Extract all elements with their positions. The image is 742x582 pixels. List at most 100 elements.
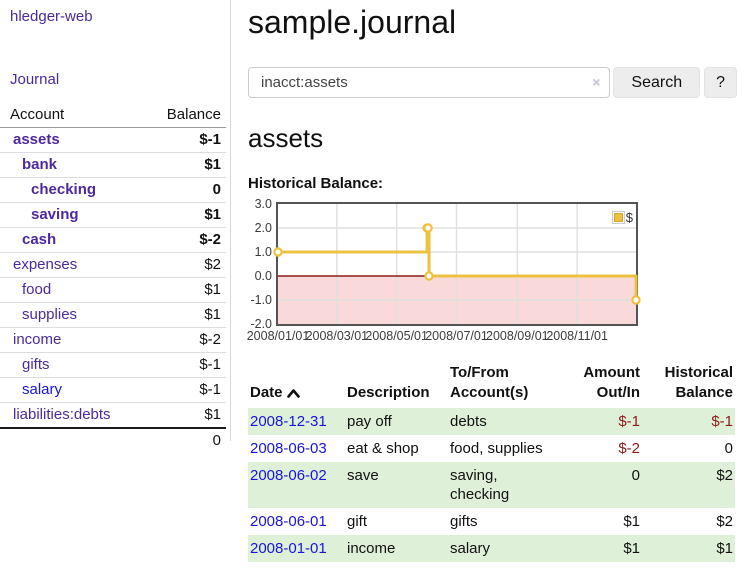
chart-canvas [273, 204, 641, 324]
chart-title: Historical Balance: [248, 175, 384, 192]
register-col-date-label: Date [250, 384, 283, 401]
account-row: cash $-2 [0, 227, 226, 253]
transaction-description: save [347, 467, 379, 484]
account-link-income[interactable]: income [13, 331, 62, 348]
transaction-date-link[interactable]: 2008-06-02 [250, 467, 327, 484]
transaction-amount: $-1 [618, 413, 640, 430]
brand-link[interactable]: hledger-web [10, 8, 93, 25]
transaction-balance: $2 [716, 467, 733, 484]
search-button[interactable]: Search [613, 67, 701, 98]
transaction-row: 2008-06-03 eat & shop food, supplies $-2 0 [248, 435, 735, 462]
help-button[interactable]: ? [704, 67, 737, 98]
y-tick-label: 0.0 [254, 269, 272, 283]
accounts-col-balance: Balance [138, 102, 226, 128]
account-link-supplies[interactable]: supplies [22, 306, 78, 323]
transaction-date-link[interactable]: 2008-06-03 [250, 440, 327, 457]
transaction-row: 2008-06-01 gift gifts $1 $2 [248, 508, 735, 535]
account-link-checking[interactable]: checking [31, 181, 97, 198]
account-balance: $-2 [199, 331, 221, 348]
account-balance: $-2 [199, 231, 221, 248]
account-link-saving[interactable]: saving [31, 206, 79, 223]
account-balance: $-1 [199, 356, 221, 373]
account-balance: $1 [204, 306, 221, 323]
account-row: gifts $-1 [0, 352, 226, 378]
x-tick-label: 2008/01/01 [246, 329, 310, 343]
account-link-gifts[interactable]: gifts [22, 356, 50, 373]
transaction-balance: $2 [716, 513, 733, 530]
account-row: assets $-1 [0, 128, 226, 153]
data-point-marker [631, 295, 641, 305]
account-link-expenses[interactable]: expenses [13, 256, 78, 273]
register-col-accounts: To/From Account(s) [450, 364, 529, 401]
register-col-amount: Amount Out/In [583, 364, 640, 401]
search-form: × Search ? [248, 67, 737, 98]
account-link-liabilities-debts[interactable]: liabilities:debts [13, 406, 111, 423]
account-row: salary $-1 [0, 377, 226, 403]
account-row: liabilities:debts $1 [0, 402, 226, 429]
transaction-description: eat & shop [347, 440, 419, 457]
transaction-row: 2008-01-01 income salary $1 $1 [248, 535, 735, 562]
main-content: sample.journal × Search ? assets Histori… [247, 0, 737, 562]
register-col-description: Description [347, 384, 430, 401]
search-input[interactable] [248, 67, 611, 98]
accounts-col-account: Account [0, 102, 139, 128]
register-col-date[interactable]: Date [248, 363, 345, 408]
account-row: checking 0 [0, 177, 226, 203]
account-heading: assets [248, 123, 324, 153]
account-row: income $-2 [0, 327, 226, 353]
x-tick-label: 2008/03/01 [305, 329, 369, 343]
account-balance: $-1 [199, 131, 221, 148]
legend-series-label: $ [625, 210, 633, 225]
transaction-description: pay off [347, 413, 392, 430]
transaction-accounts: gifts [450, 513, 478, 530]
account-balance: 0 [212, 181, 221, 198]
account-balance: $1 [204, 406, 221, 423]
account-row: food $1 [0, 277, 226, 303]
transaction-amount: 0 [631, 467, 640, 484]
sidebar-item-journal[interactable]: Journal [10, 71, 60, 88]
chart-plot-area: $ [273, 202, 641, 326]
y-tick-label: 3.0 [254, 197, 272, 211]
account-link-food[interactable]: food [22, 281, 52, 298]
chart-legend: $ [611, 210, 633, 225]
account-link-cash[interactable]: cash [22, 231, 57, 248]
transaction-accounts: debts [450, 413, 487, 430]
account-link-bank[interactable]: bank [22, 156, 58, 173]
clear-search-icon[interactable]: × [592, 74, 601, 90]
transaction-date-link[interactable]: 2008-01-01 [250, 540, 327, 557]
sidebar: hledger-web Journal Account Balance asse… [0, 0, 231, 449]
y-tick-label: 2.0 [254, 221, 272, 235]
transaction-date-link[interactable]: 2008-12-31 [250, 413, 327, 430]
accounts-header-row: Account Balance [0, 102, 226, 128]
account-balance: $-1 [199, 381, 221, 398]
transaction-amount: $-2 [618, 440, 640, 457]
register-table: Date Description To/From Account(s) Amou… [248, 363, 735, 562]
series-color-swatch-icon [611, 211, 625, 224]
account-row: expenses $2 [0, 252, 226, 278]
account-balance: $1 [204, 281, 221, 298]
account-row: bank $1 [0, 152, 226, 178]
transaction-balance: 0 [724, 440, 733, 457]
x-tick-label: 2008/11/01 [546, 329, 608, 343]
transaction-date-link[interactable]: 2008-06-01 [250, 513, 327, 530]
transaction-description: gift [347, 513, 368, 530]
account-link-assets[interactable]: assets [13, 131, 60, 148]
account-balance: $1 [204, 206, 221, 223]
data-point-marker [424, 271, 434, 281]
accounts-total-balance: 0 [212, 432, 221, 449]
y-tick-label: 1.0 [254, 245, 272, 259]
transaction-balance: $1 [716, 540, 733, 557]
transaction-accounts: saving, checking [450, 467, 510, 503]
account-row: supplies $1 [0, 302, 226, 328]
account-link-salary[interactable]: salary [22, 381, 63, 398]
register-header-row: Date Description To/From Account(s) Amou… [248, 363, 735, 408]
page-title: sample.journal [248, 4, 457, 40]
accounts-total-row: 0 [0, 428, 226, 453]
data-point-marker [423, 223, 433, 233]
transaction-accounts: food, supplies [450, 440, 543, 457]
x-tick-label: 2008/07/01 [425, 329, 488, 343]
transaction-balance: $-1 [711, 413, 733, 430]
accounts-table: Account Balance assets $-1 bank $1 checking 0… [0, 102, 226, 453]
x-tick-label: 2008/05/01 [365, 329, 428, 343]
transaction-row: 2008-12-31 pay off debts $-1 $-1 [248, 408, 735, 435]
